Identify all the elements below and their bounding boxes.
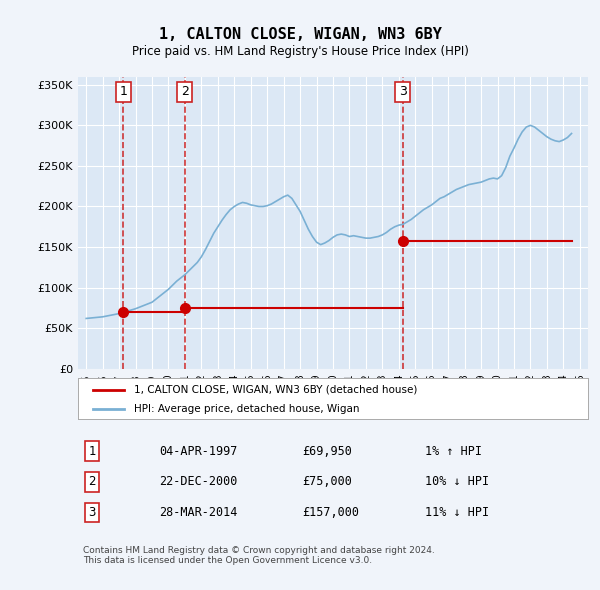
Text: Price paid vs. HM Land Registry's House Price Index (HPI): Price paid vs. HM Land Registry's House … <box>131 45 469 58</box>
Text: 04-APR-1997: 04-APR-1997 <box>160 444 238 457</box>
Text: 28-MAR-2014: 28-MAR-2014 <box>160 506 238 519</box>
Text: Contains HM Land Registry data © Crown copyright and database right 2024.
This d: Contains HM Land Registry data © Crown c… <box>83 546 435 565</box>
Text: 2: 2 <box>88 475 96 488</box>
Text: 1: 1 <box>88 444 96 457</box>
Text: £75,000: £75,000 <box>302 475 352 488</box>
Text: 1: 1 <box>119 86 127 99</box>
Text: 2: 2 <box>181 86 188 99</box>
Text: 1, CALTON CLOSE, WIGAN, WN3 6BY (detached house): 1, CALTON CLOSE, WIGAN, WN3 6BY (detache… <box>134 385 418 395</box>
Text: 3: 3 <box>88 506 95 519</box>
Text: 22-DEC-2000: 22-DEC-2000 <box>160 475 238 488</box>
Text: 10% ↓ HPI: 10% ↓ HPI <box>425 475 489 488</box>
Text: 3: 3 <box>399 86 407 99</box>
Text: £69,950: £69,950 <box>302 444 352 457</box>
Text: £157,000: £157,000 <box>302 506 359 519</box>
Text: 1% ↑ HPI: 1% ↑ HPI <box>425 444 482 457</box>
Text: HPI: Average price, detached house, Wigan: HPI: Average price, detached house, Wiga… <box>134 404 359 414</box>
Text: 11% ↓ HPI: 11% ↓ HPI <box>425 506 489 519</box>
Text: 1, CALTON CLOSE, WIGAN, WN3 6BY: 1, CALTON CLOSE, WIGAN, WN3 6BY <box>158 27 442 41</box>
